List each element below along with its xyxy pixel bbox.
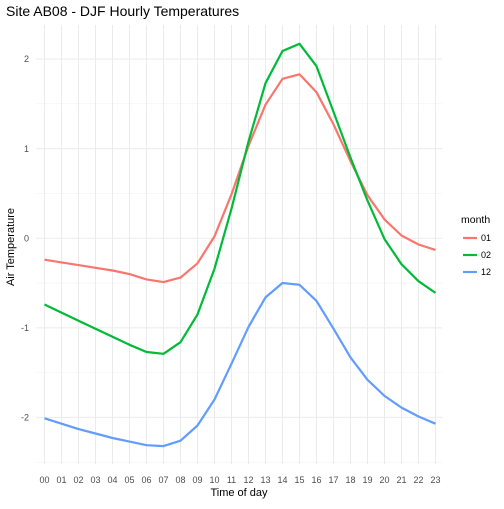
legend-title: month xyxy=(461,214,490,226)
x-tick-label: 20 xyxy=(379,475,389,485)
x-axis-label: Time of day xyxy=(210,487,268,499)
x-tick-label: 07 xyxy=(158,475,168,485)
grid xyxy=(36,25,442,464)
x-tick-label: 15 xyxy=(294,475,304,485)
x-tick-label: 10 xyxy=(209,475,219,485)
x-tick-label: 16 xyxy=(311,475,321,485)
y-axis-ticks: -2 -1 0 1 2 xyxy=(21,54,29,422)
series-lines xyxy=(44,42,437,448)
series-line-01 xyxy=(44,73,436,284)
legend-label: 12 xyxy=(481,267,491,277)
y-tick-label: -1 xyxy=(21,323,29,333)
x-tick-label: 12 xyxy=(243,475,253,485)
x-tick-label: 00 xyxy=(39,475,49,485)
y-tick-label: 1 xyxy=(24,144,29,154)
x-tick-label: 09 xyxy=(192,475,202,485)
legend-label: 01 xyxy=(481,233,491,243)
y-tick-label: -2 xyxy=(21,413,29,423)
x-tick-label: 06 xyxy=(141,475,151,485)
y-tick-label: 0 xyxy=(24,233,29,243)
x-tick-label: 18 xyxy=(345,475,355,485)
x-tick-label: 05 xyxy=(124,475,134,485)
y-tick-label: 2 xyxy=(24,54,29,64)
legend: month 01 02 12 xyxy=(461,214,491,277)
x-tick-label: 08 xyxy=(175,475,185,485)
x-tick-label: 11 xyxy=(227,475,236,485)
x-tick-label: 02 xyxy=(73,475,83,485)
x-tick-label: 03 xyxy=(90,475,100,485)
x-tick-label: 01 xyxy=(56,475,66,485)
legend-label: 02 xyxy=(481,250,491,260)
x-tick-label: 17 xyxy=(328,475,338,485)
x-tick-label: 22 xyxy=(413,475,423,485)
x-tick-label: 14 xyxy=(277,475,287,485)
series-line-02 xyxy=(44,42,437,355)
chart-title: Site AB08 - DJF Hourly Temperatures xyxy=(6,3,239,19)
x-tick-label: 13 xyxy=(260,475,270,485)
x-tick-label: 23 xyxy=(430,475,440,485)
x-axis-ticks: 00 01 02 03 04 05 06 07 08 09 10 11 12 13 14 15 16 17 18 19… xyxy=(39,475,440,485)
x-tick-label: 04 xyxy=(107,475,117,485)
series-line-12 xyxy=(44,281,436,448)
x-tick-label: 19 xyxy=(362,475,372,485)
y-axis-label: Air Temperature xyxy=(5,208,17,286)
x-tick-label: 21 xyxy=(396,475,406,485)
